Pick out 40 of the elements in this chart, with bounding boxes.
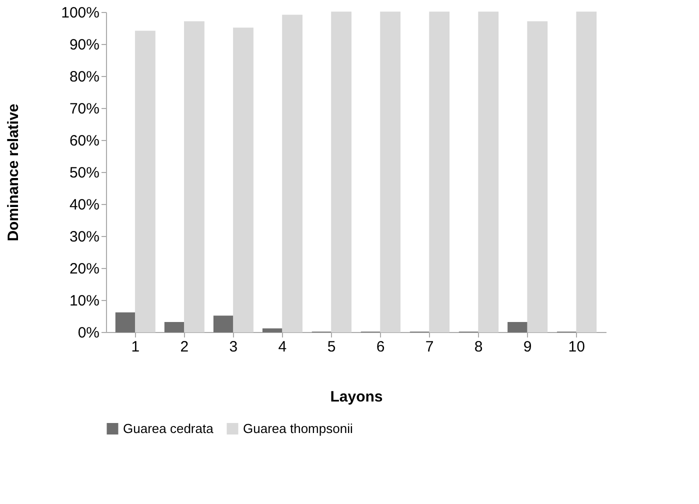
y-tick-label: 90% <box>69 36 100 54</box>
legend-label: Guarea cedrata <box>123 420 214 436</box>
bar <box>508 322 528 332</box>
x-tick-label: 6 <box>376 338 385 356</box>
y-tick-label: 0% <box>78 324 100 342</box>
y-tick-label: 30% <box>69 228 100 246</box>
y-tick-label: 100% <box>61 4 100 22</box>
x-tick-label: 2 <box>180 338 189 356</box>
x-tick-label: 9 <box>523 338 532 356</box>
y-tick-label: 60% <box>69 132 100 150</box>
bar <box>282 14 302 332</box>
x-axis-title: Layons <box>330 388 383 406</box>
bar <box>380 12 401 332</box>
x-tick-label: 7 <box>425 338 434 356</box>
y-axis-title: Dominance relative <box>5 104 22 242</box>
y-tick-label: 40% <box>69 196 100 214</box>
x-tick-label: 8 <box>474 338 483 356</box>
bar <box>115 312 136 332</box>
bar <box>262 328 283 332</box>
bar <box>213 316 234 332</box>
bar <box>429 12 450 332</box>
bar <box>576 12 597 332</box>
x-tick-label: 4 <box>278 338 287 356</box>
bar <box>135 30 156 332</box>
y-tick-label: 70% <box>69 100 100 118</box>
bar <box>164 322 185 332</box>
x-tick-label: 1 <box>131 338 140 356</box>
x-tick-label: 3 <box>229 338 238 356</box>
y-tick-label: 50% <box>69 164 100 182</box>
legend-label: Guarea thompsonii <box>243 420 353 436</box>
bar <box>527 21 548 332</box>
bar <box>184 21 204 332</box>
x-tick-label: 10 <box>568 338 585 356</box>
y-tick-label: 10% <box>69 292 100 310</box>
bar <box>331 12 352 332</box>
bar <box>478 12 499 332</box>
bar <box>233 28 254 332</box>
y-tick-label: 20% <box>69 260 100 278</box>
x-tick-label: 5 <box>327 338 336 356</box>
y-tick-label: 80% <box>69 68 100 86</box>
